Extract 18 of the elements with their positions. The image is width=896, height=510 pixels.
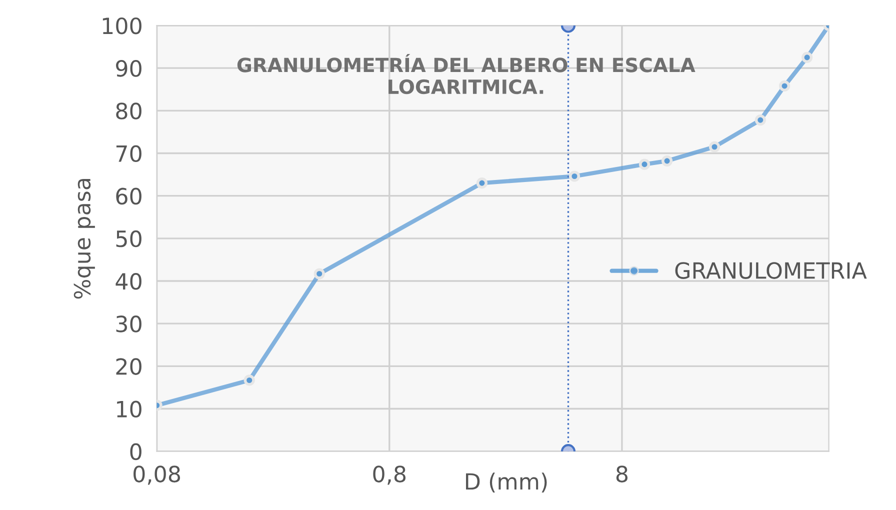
y-tick-label: 100 bbox=[102, 17, 142, 34]
x-axis-title: D (mm) bbox=[466, 472, 547, 492]
y-tick-label: 70 bbox=[116, 145, 142, 162]
y-tick-label: 0 bbox=[130, 443, 142, 460]
y-tick-label: 10 bbox=[117, 400, 142, 418]
y-axis-title: %que pasa bbox=[74, 178, 95, 299]
x-tick-label: 0,8 bbox=[373, 466, 406, 485]
y-tick-label: 90 bbox=[116, 60, 142, 77]
y-tick-label: 40 bbox=[116, 272, 142, 290]
y-tick-label: 50 bbox=[116, 230, 142, 248]
y-tick-label: 60 bbox=[116, 188, 142, 205]
y-tick-label: 20 bbox=[116, 358, 142, 375]
y-tick-label: 30 bbox=[116, 316, 142, 332]
x-tick-label: 8 bbox=[616, 466, 628, 482]
x-tick-label: 0,08 bbox=[134, 466, 180, 485]
y-tick-label: 80 bbox=[116, 102, 142, 120]
legend-label: GRANULOMETRIA bbox=[675, 262, 867, 279]
text: GRANULOMETRÍA DEL ALBERO EN ESCALA LOGARITMICA. bbox=[237, 54, 696, 94]
